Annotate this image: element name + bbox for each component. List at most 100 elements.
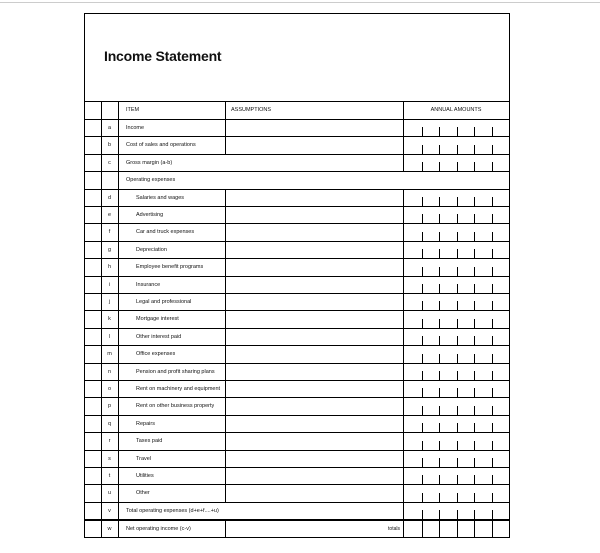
assumption-field[interactable] [226, 120, 403, 136]
annual-amounts-field[interactable] [404, 416, 509, 432]
assumption-field[interactable] [226, 294, 403, 310]
annual-amounts-field[interactable] [404, 485, 509, 501]
table-row: u Other [85, 484, 509, 502]
assumption-field[interactable] [226, 190, 403, 206]
amount-column-divider [439, 231, 440, 241]
assumption-field[interactable] [226, 398, 403, 414]
amount-column-divider [474, 388, 475, 398]
row-letter: v [108, 507, 111, 514]
amount-column-divider [439, 370, 440, 380]
table-row: a Income [85, 119, 509, 137]
assumption-field[interactable] [226, 311, 403, 327]
row-letter: o [107, 386, 112, 392]
annual-amounts-field[interactable] [404, 468, 509, 484]
annual-amounts-field[interactable] [404, 277, 509, 293]
assumption-field[interactable] [226, 433, 403, 449]
row-item-label: Cost of sales and operations [126, 142, 196, 149]
assumption-field[interactable] [226, 416, 403, 432]
assumption-field[interactable] [226, 329, 403, 345]
amount-column-divider [474, 231, 475, 241]
annual-amounts-field[interactable] [404, 433, 509, 449]
annual-amounts-field[interactable] [404, 329, 509, 345]
table-header-row: ITEM ASSUMPTIONS ANNUAL AMOUNTS [85, 101, 509, 119]
annual-amounts-field[interactable] [404, 398, 509, 414]
assumption-field[interactable] [226, 277, 403, 293]
amount-column-divider [474, 475, 475, 485]
row-item-label: Legal and professional [136, 299, 192, 305]
row-item-label: Utilities [136, 473, 154, 479]
amount-column-divider [439, 492, 440, 502]
assumption-field[interactable] [226, 346, 403, 362]
amount-column-divider [492, 127, 493, 137]
amount-column-divider [422, 405, 423, 415]
annual-amounts-field[interactable] [404, 242, 509, 258]
annual-amounts-field[interactable] [404, 120, 509, 136]
amount-column-divider [439, 353, 440, 363]
page-title: Income Statement [104, 48, 222, 64]
row-letter: e [107, 212, 112, 218]
annual-amounts-field[interactable] [404, 294, 509, 310]
row-letter: j [108, 299, 111, 305]
amount-column-divider [439, 423, 440, 433]
amount-column-divider [474, 196, 475, 206]
income-statement-sheet: Income Statement ITEM ASSUMPTIONS ANNUAL… [84, 13, 510, 538]
assumption-field[interactable] [226, 242, 403, 258]
table-row: i Insurance [85, 275, 509, 293]
row-letter: b [107, 142, 112, 149]
row-letter: p [107, 403, 112, 410]
amount-column-divider [422, 144, 423, 154]
amount-column-divider [457, 266, 458, 276]
assumption-field[interactable] [226, 451, 403, 467]
amount-column-divider [457, 231, 458, 241]
top-divider [0, 2, 600, 3]
annual-amounts-field[interactable] [404, 207, 509, 223]
amount-column-divider [474, 492, 475, 502]
amount-column-divider [439, 318, 440, 328]
annual-amounts-field[interactable] [404, 224, 509, 240]
assumption-field[interactable] [226, 364, 403, 380]
row-item-label: Repairs [136, 420, 155, 427]
annual-amounts-field[interactable] [404, 190, 509, 206]
annual-amounts-field[interactable] [404, 259, 509, 275]
amount-column-divider [492, 144, 493, 154]
amount-column-divider [457, 127, 458, 137]
row-item-label: Car and truck expenses [136, 229, 195, 236]
annual-amounts-field[interactable] [404, 364, 509, 380]
assumption-field[interactable] [226, 485, 403, 501]
annual-amounts-field[interactable] [404, 137, 509, 153]
assumption-field[interactable] [226, 381, 403, 397]
annual-amounts-field[interactable] [404, 381, 509, 397]
amount-column-divider [422, 388, 423, 398]
annual-amounts-field[interactable] [404, 503, 509, 519]
amount-column-divider [474, 336, 475, 346]
amount-column-divider [422, 370, 423, 380]
amount-column-divider [474, 301, 475, 311]
amount-column-divider [474, 521, 475, 537]
row-item-label: Income [126, 125, 145, 131]
amount-column-divider [457, 249, 458, 259]
amount-column-divider [492, 196, 493, 206]
amount-column-divider [474, 249, 475, 259]
assumption-field[interactable] [226, 468, 403, 484]
amount-column-divider [422, 162, 423, 172]
amount-column-divider [474, 353, 475, 363]
amount-column-divider [422, 249, 423, 259]
amount-column-divider [439, 457, 440, 467]
assumption-field[interactable] [226, 224, 403, 240]
amount-column-divider [422, 336, 423, 346]
assumption-field[interactable] [226, 137, 403, 153]
table-row: d Salaries and wages [85, 188, 509, 206]
row-item-label: Total operating expenses (d+e+f....+u) [126, 507, 219, 514]
amount-column-divider [457, 423, 458, 433]
table-row: e Advertising [85, 206, 509, 224]
annual-amounts-field[interactable] [404, 451, 509, 467]
annual-amounts-field[interactable] [404, 521, 509, 537]
row-item-label: Taxes paid [136, 438, 163, 445]
assumption-field[interactable] [226, 259, 403, 275]
annual-amounts-field[interactable] [404, 346, 509, 362]
assumption-field[interactable] [226, 207, 403, 223]
annual-amounts-field[interactable] [404, 311, 509, 327]
table-row: k Mortgage interest [85, 310, 509, 328]
row-letter: w [107, 526, 112, 533]
annual-amounts-field[interactable] [404, 155, 509, 171]
